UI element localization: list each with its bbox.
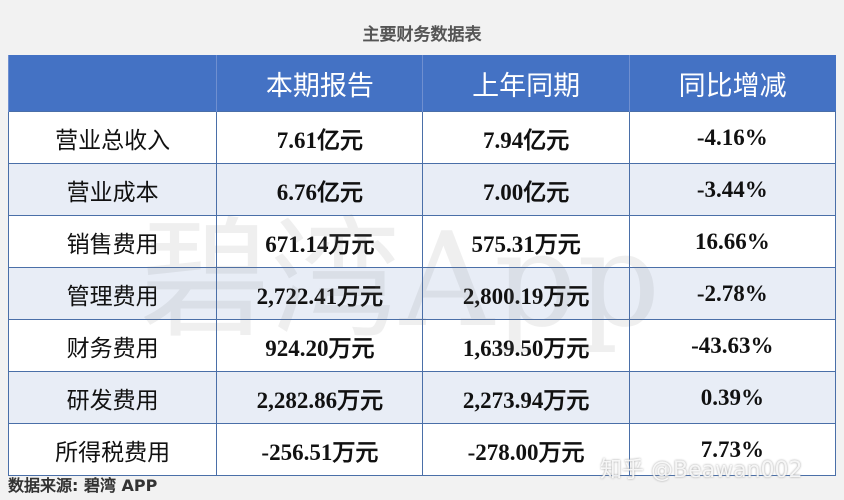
table-row: 研发费用 2,282.86万元 2,273.94万元 0.39%: [7, 371, 837, 424]
value-cell: 924.20万元: [216, 319, 424, 372]
value-cell: 16.66%: [628, 215, 837, 268]
header-cell: 本期报告: [216, 55, 423, 112]
value-cell: 2,282.86万元: [216, 371, 424, 424]
table-title: 主要财务数据表: [362, 25, 482, 45]
row-label: 财务费用: [7, 319, 218, 372]
value-cell: 7.73%: [628, 423, 837, 476]
header-row: 本期报告 上年同期 同比增减: [7, 55, 836, 112]
header-cell: 同比增减: [628, 55, 836, 112]
value-cell: 671.14万元: [216, 215, 424, 268]
row-label: 营业成本: [7, 163, 218, 216]
value-cell: -43.63%: [628, 319, 837, 372]
row-label: 研发费用: [7, 371, 218, 424]
data-source: 数据来源: 碧湾 APP: [8, 476, 158, 495]
value-cell: -2.78%: [628, 267, 837, 320]
financial-data-table: 本期报告 上年同期 同比增减 营业总收入 7.61亿元 7.94亿元 -4.16% 营业…: [7, 55, 837, 476]
row-label: 所得税费用: [7, 423, 218, 476]
value-cell: -4.16%: [628, 111, 837, 164]
table-row: 销售费用 671.14万元 575.31万元 16.66%: [7, 215, 837, 268]
table-row: 财务费用 924.20万元 1,639.50万元 -43.63%: [7, 319, 837, 372]
row-label: 营业总收入: [7, 111, 218, 164]
value-cell: -3.44%: [628, 163, 837, 216]
header-cell: [7, 55, 217, 112]
value-cell: 7.61亿元: [216, 111, 424, 164]
row-label: 销售费用: [7, 215, 218, 268]
value-cell: 575.31万元: [422, 215, 630, 268]
table-row: 营业成本 6.76亿元 7.00亿元 -3.44%: [7, 163, 837, 216]
row-label: 管理费用: [7, 267, 218, 320]
value-cell: 7.00亿元: [422, 163, 630, 216]
value-cell: 0.39%: [628, 371, 837, 424]
table-row: 营业总收入 7.61亿元 7.94亿元 -4.16%: [7, 111, 837, 164]
value-cell: -256.51万元: [216, 423, 424, 476]
value-cell: -278.00万元: [422, 423, 630, 476]
credit-watermark: 知乎 @Beawan002: [600, 458, 803, 483]
value-cell: 2,800.19万元: [422, 267, 630, 320]
value-cell: 1,639.50万元: [422, 319, 630, 372]
value-cell: 2,273.94万元: [422, 371, 630, 424]
value-cell: 2,722.41万元: [216, 267, 424, 320]
table-row: 管理费用 2,722.41万元 2,800.19万元 -2.78%: [7, 267, 837, 320]
table-row: 所得税费用 -256.51万元 -278.00万元 7.73%: [7, 423, 837, 476]
header-cell: 上年同期: [422, 55, 630, 112]
value-cell: 7.94亿元: [422, 111, 630, 164]
value-cell: 6.76亿元: [216, 163, 424, 216]
